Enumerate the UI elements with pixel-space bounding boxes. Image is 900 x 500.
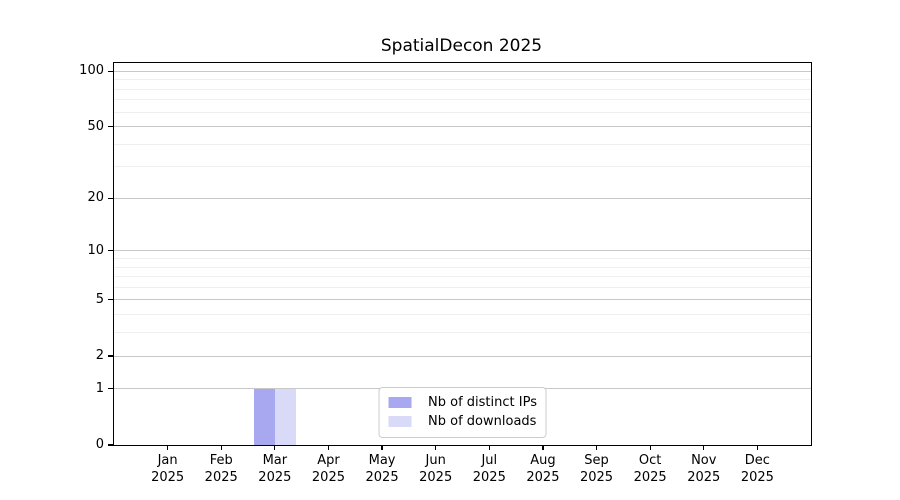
x-tick-mark bbox=[488, 445, 490, 450]
y-tick-mark bbox=[108, 299, 113, 301]
y-tick-mark bbox=[108, 70, 113, 72]
gridline-minor bbox=[114, 276, 811, 278]
gridline-minor bbox=[114, 258, 811, 259]
gridline-minor bbox=[114, 79, 811, 81]
gridline-minor bbox=[114, 99, 811, 101]
x-tick-year: 2025 bbox=[204, 470, 238, 485]
y-tick-label: 0 bbox=[95, 437, 104, 452]
x-tick-month: Oct bbox=[638, 453, 662, 468]
gridline-major bbox=[114, 126, 811, 128]
x-tick-month: Jan bbox=[157, 453, 178, 468]
gridline-minor bbox=[114, 266, 811, 268]
x-tick-label: May 2025 bbox=[350, 452, 414, 486]
x-tick-label: Dec 2025 bbox=[725, 452, 789, 486]
legend: Nb of distinct IPs Nb of downloads bbox=[378, 387, 547, 438]
x-tick-month: Mar bbox=[262, 453, 288, 468]
x-tick-month: Nov bbox=[691, 453, 717, 468]
gridline-minor bbox=[114, 111, 811, 113]
x-tick-month: Jun bbox=[425, 453, 446, 468]
bar-nb-of-downloads bbox=[274, 388, 296, 445]
x-tick-label: Aug 2025 bbox=[511, 452, 575, 486]
y-tick-label: 100 bbox=[79, 63, 104, 79]
x-tick-label: Apr 2025 bbox=[296, 452, 360, 486]
y-tick-label: 10 bbox=[87, 242, 104, 258]
x-tick-year: 2025 bbox=[579, 470, 614, 485]
x-tick-year: 2025 bbox=[419, 470, 453, 485]
legend-label: Nb of downloads bbox=[428, 414, 537, 429]
x-tick-mark bbox=[167, 445, 169, 450]
x-tick-year: 2025 bbox=[526, 470, 560, 485]
x-tick-year: 2025 bbox=[311, 470, 345, 485]
legend-swatch bbox=[388, 416, 412, 427]
gridline-major bbox=[114, 250, 811, 252]
y-tick-label: 1 bbox=[95, 380, 104, 396]
gridline-minor bbox=[114, 332, 811, 334]
gridline-minor bbox=[114, 286, 811, 288]
y-tick-mark bbox=[108, 444, 113, 446]
x-tick-month: Aug bbox=[530, 453, 556, 468]
bar-nb-of-distinct-ips bbox=[253, 388, 275, 445]
y-tick-label: 2 bbox=[95, 348, 104, 364]
x-tick-year: 2025 bbox=[740, 470, 774, 485]
x-tick-mark bbox=[327, 445, 330, 450]
x-tick-label: Jan 2025 bbox=[136, 452, 200, 486]
x-tick-label: Sep 2025 bbox=[565, 452, 629, 486]
gridline-major bbox=[114, 197, 811, 199]
x-tick-month: Apr bbox=[317, 453, 340, 468]
y-tick-mark bbox=[108, 388, 113, 390]
y-tick-mark bbox=[108, 197, 113, 199]
x-tick-mark bbox=[220, 445, 222, 450]
gridline-major bbox=[114, 355, 811, 357]
x-tick-mark bbox=[595, 445, 598, 450]
x-tick-label: Oct 2025 bbox=[618, 452, 682, 486]
x-tick-year: 2025 bbox=[633, 470, 667, 485]
chart-title: SpatialDecon 2025 bbox=[380, 36, 543, 56]
x-tick-label: Jul 2025 bbox=[457, 452, 521, 486]
x-tick-year: 2025 bbox=[687, 470, 721, 485]
legend-entry: Nb of downloads bbox=[388, 412, 537, 431]
x-tick-label: Jun 2025 bbox=[404, 452, 468, 486]
gridline-minor bbox=[114, 314, 811, 316]
y-tick-label: 5 bbox=[95, 291, 104, 307]
y-tick-label: 20 bbox=[87, 190, 104, 206]
x-tick-year: 2025 bbox=[151, 470, 185, 485]
x-tick-mark bbox=[542, 445, 544, 450]
x-tick-mark bbox=[756, 445, 758, 450]
plot-area: 0 1 2 5 10 20 50 100 Jan 2025 Feb 2025 Mar 2025 Apr 202… bbox=[79, 62, 812, 485]
legend-entry: Nb of distinct IPs bbox=[388, 393, 537, 412]
gridline-minor bbox=[114, 88, 811, 90]
x-tick-mark bbox=[435, 445, 437, 450]
x-tick-label: Nov 2025 bbox=[672, 452, 736, 486]
y-tick-mark bbox=[108, 250, 113, 252]
x-tick-mark bbox=[703, 445, 705, 450]
x-tick-month: Feb bbox=[209, 453, 233, 468]
y-tick-label: 50 bbox=[87, 118, 104, 134]
x-tick-year: 2025 bbox=[472, 470, 506, 485]
x-tick-mark bbox=[649, 445, 651, 450]
legend-swatch bbox=[388, 397, 412, 408]
x-tick-year: 2025 bbox=[258, 470, 292, 485]
x-tick-mark bbox=[381, 445, 383, 450]
x-tick-month: Sep bbox=[584, 453, 609, 468]
x-tick-month: May bbox=[368, 453, 396, 468]
x-tick-label: Mar 2025 bbox=[243, 452, 307, 486]
legend-label: Nb of distinct IPs bbox=[428, 395, 537, 410]
gridline-major bbox=[114, 299, 811, 301]
gridline-minor bbox=[114, 143, 811, 145]
gridline-major bbox=[114, 70, 811, 72]
x-tick-mark bbox=[274, 445, 276, 450]
y-tick-mark bbox=[108, 355, 113, 357]
x-tick-year: 2025 bbox=[365, 470, 399, 485]
x-tick-label: Feb 2025 bbox=[189, 452, 253, 486]
x-tick-month: Jul bbox=[481, 453, 498, 468]
gridline-minor bbox=[114, 166, 811, 168]
y-tick-mark bbox=[108, 125, 113, 128]
x-tick-month: Dec bbox=[744, 453, 770, 468]
